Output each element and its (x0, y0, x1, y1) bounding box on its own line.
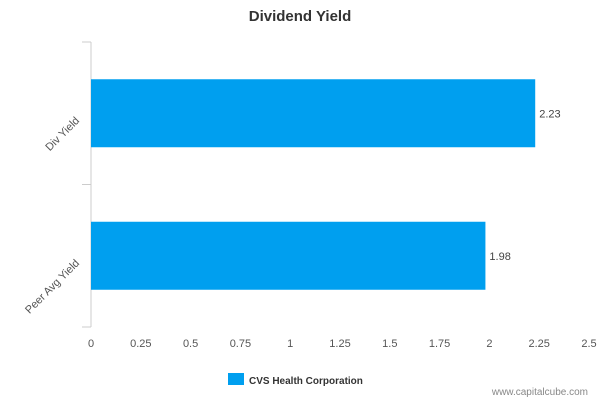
bars: 2.23 1.98 (91, 79, 561, 290)
bar (91, 79, 536, 148)
x-tick-label: 2.5 (581, 338, 596, 350)
x-tick-label: 2 (486, 338, 492, 350)
category-label: Div Yield (43, 115, 82, 154)
x-tick-label: 2.25 (528, 338, 549, 350)
chart-title: Dividend Yield (249, 8, 352, 25)
x-tick-label: 1 (287, 338, 293, 350)
data-label: 2.23 (539, 108, 560, 120)
bar (91, 221, 486, 290)
data-label: 1.98 (489, 251, 510, 263)
legend-label: CVS Health Corporation (249, 376, 363, 387)
x-tick-label: 1.75 (429, 338, 450, 350)
x-tick-label: 1.25 (329, 338, 350, 350)
category-label: Peer Avg Yield (23, 257, 82, 316)
x-tick-label: 0 (88, 338, 94, 350)
legend: CVS Health Corporation (228, 373, 363, 387)
x-tick-label: 0.5 (183, 338, 198, 350)
legend-swatch (228, 373, 244, 385)
x-tick-label: 0.25 (130, 338, 151, 350)
credit-text: www.capitalcube.com (491, 387, 588, 398)
x-tick-label: 1.5 (382, 338, 397, 350)
x-tick-label: 0.75 (230, 338, 251, 350)
